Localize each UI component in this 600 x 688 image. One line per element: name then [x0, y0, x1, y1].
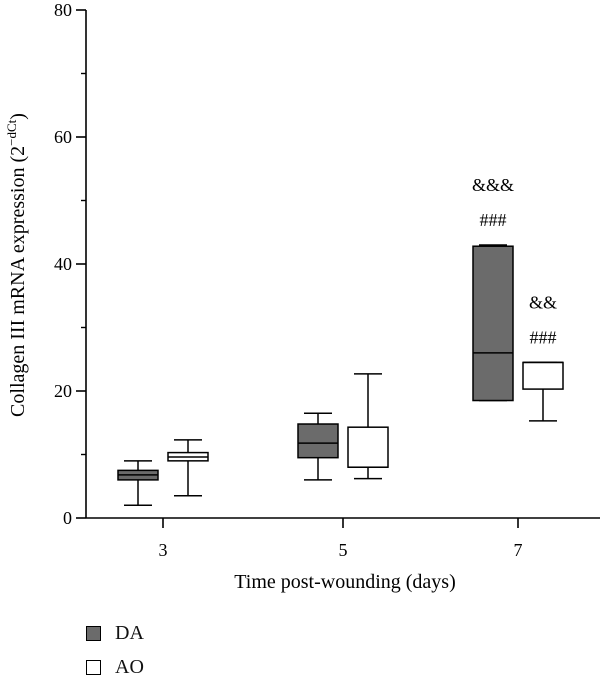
legend-label-ao: AO [115, 655, 144, 678]
chart-marks: &&& ### && ### [117, 175, 564, 507]
box-body [472, 245, 514, 402]
significance-annotation: ### [480, 210, 507, 230]
y-axis-title-main: Collagen III mRNA expression (2 [7, 146, 29, 417]
y-tick-label: 60 [54, 127, 72, 147]
y-axis-title-end: ) [7, 113, 29, 120]
box-ao-day7 [522, 361, 564, 422]
box-ao-day5 [347, 373, 389, 480]
box-da-day5 [297, 412, 339, 481]
box-body [297, 423, 339, 459]
legend-swatch-da [86, 625, 101, 641]
y-axis-title: Collagen III mRNA expression (2−dCt) [4, 113, 29, 417]
box-body [522, 361, 564, 390]
y-tick-label: 20 [54, 381, 72, 401]
x-tick-label: 3 [159, 540, 168, 560]
box-body [347, 426, 389, 468]
x-tick-label: 5 [339, 540, 348, 560]
significance-annotation: && [529, 292, 557, 312]
box-ao-day3 [167, 439, 209, 497]
y-tick-label: 0 [63, 508, 72, 528]
significance-annotation: &&& [472, 175, 514, 195]
legend-item-ao: AO [86, 654, 144, 680]
box-plot-chart: 0 20 40 60 80 3 5 7 &&& ### && ### Collagen III mR… [4, 0, 600, 593]
legend-label-da: DA [115, 621, 144, 644]
significance-annotation: ### [530, 327, 557, 347]
y-tick-label: 40 [54, 254, 72, 274]
box-da-day3 [117, 460, 159, 507]
y-tick-label: 80 [54, 0, 72, 20]
axes: 0 20 40 60 80 3 5 7 [54, 0, 600, 560]
legend-item-da: DA [86, 620, 144, 646]
y-axis-title-superscript: −dCt [4, 119, 19, 146]
x-tick-label: 7 [514, 540, 523, 560]
legend: DA AO [86, 620, 144, 688]
legend-swatch-ao [86, 659, 101, 675]
x-axis-title: Time post-wounding (days) [234, 571, 455, 593]
box-da-day7 [472, 244, 514, 402]
